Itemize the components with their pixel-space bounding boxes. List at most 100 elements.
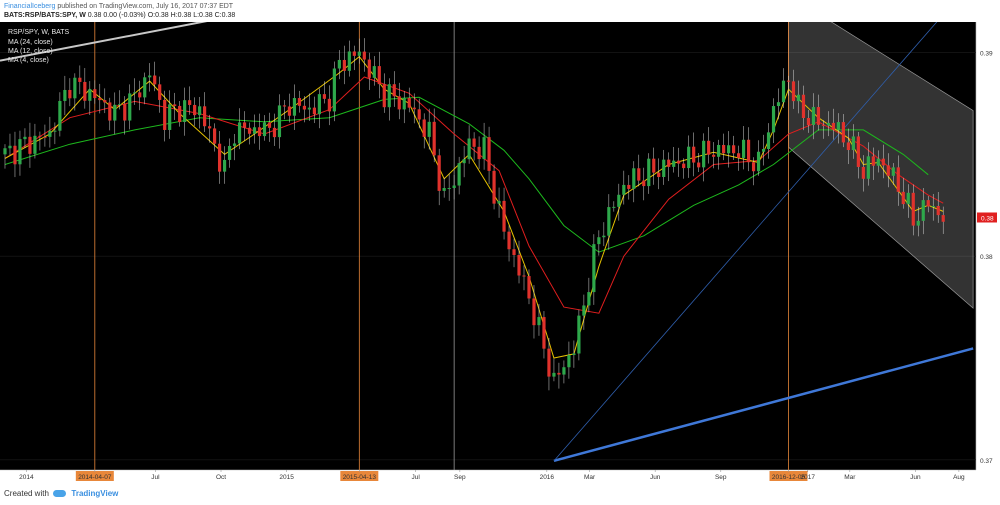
candle-body [637, 168, 641, 181]
symbol-quote-line: BATS:RSP/BATS:SPY, W 0.38 0.00 (-0.03%) … [4, 11, 235, 20]
candle-body [826, 122, 831, 126]
candle-body [517, 255, 521, 276]
candle-body [492, 170, 496, 204]
candle-body [881, 158, 885, 166]
x-tick-label: 2014 [19, 474, 34, 481]
candle-body [372, 66, 376, 78]
candle-body [896, 167, 900, 192]
candle-body [158, 84, 162, 100]
candle-body [173, 104, 177, 106]
candle-body [542, 317, 546, 349]
candle-body [198, 106, 202, 116]
candle-body [866, 156, 870, 179]
candle-body [103, 100, 107, 103]
candle-body [297, 98, 302, 106]
candle-body [477, 146, 481, 160]
candle-body [532, 298, 536, 326]
candle-body [377, 66, 381, 85]
candle-body [183, 100, 187, 123]
trendline-blue-support [553, 347, 974, 463]
candle-body [277, 105, 282, 138]
candle-body [232, 143, 237, 146]
candle-body [717, 144, 721, 157]
candle-body [322, 94, 326, 99]
x-tick-label: Jun [650, 474, 661, 481]
x-tick-label: 2015-04-13 [343, 474, 377, 481]
candle-body [502, 200, 506, 232]
candle-body [756, 151, 761, 172]
candle-body [317, 94, 321, 115]
candle-body [617, 194, 621, 207]
candle-body [28, 136, 32, 154]
candle-body [527, 276, 531, 299]
candle-body [811, 107, 816, 125]
candle-body [632, 168, 636, 189]
candle-body [766, 132, 771, 149]
candle-body [193, 104, 197, 116]
candle-body [352, 51, 356, 56]
candle-body [537, 317, 541, 326]
candle-body [342, 59, 346, 71]
candle-body [761, 148, 766, 152]
candle-body [851, 136, 855, 151]
candle-body [362, 51, 366, 60]
ohlc-quote: 0.38 0.00 (-0.03%) O:0.38 H:0.38 L:0.38 … [87, 12, 236, 19]
candle-body [846, 142, 850, 151]
price-axis [976, 22, 1000, 470]
candle-body [307, 107, 312, 110]
candle-body [407, 97, 411, 108]
candle-body [327, 98, 331, 112]
candle-body [292, 98, 297, 116]
candle-body [38, 135, 42, 137]
candle-body [732, 145, 736, 154]
chart-legend: RSP/SPY, W, BATS MA (24, close) MA (12, … [8, 29, 70, 64]
author-link[interactable]: FinancialIceberg [4, 3, 56, 10]
candle-body [921, 200, 925, 221]
candle-body [602, 235, 606, 238]
candle-body [282, 105, 287, 107]
candle-body [452, 185, 456, 188]
x-tick-label: Aug [953, 474, 965, 481]
x-tick-label: Sep [454, 474, 466, 481]
candle-body [83, 81, 87, 101]
candle-body [781, 80, 786, 103]
y-tick-label: 0.37 [980, 458, 993, 465]
candle-body [148, 75, 152, 78]
x-tick-label: 2017 [801, 474, 816, 481]
candle-body [88, 89, 92, 101]
candle-body [557, 372, 561, 375]
candle-body [627, 184, 631, 189]
candle-body [58, 100, 62, 131]
candle-body [8, 145, 12, 149]
candle-body [63, 89, 67, 101]
candle-body [432, 121, 436, 156]
candle-body [702, 140, 706, 168]
candle-body [93, 89, 97, 99]
y-tick-label: 0.38 [980, 254, 993, 261]
candle-body [123, 104, 127, 121]
price-chart-svg[interactable]: RSP/SPY, W, BATS MA (24, close) MA (12, … [0, 0, 1000, 483]
candle-body [786, 80, 791, 82]
candle-body [457, 163, 461, 186]
x-tick-label: Jul [411, 474, 420, 481]
x-tick-label: Oct [216, 474, 226, 481]
candle-body [272, 127, 277, 138]
candle-body [652, 158, 656, 173]
candle-body [722, 144, 726, 154]
candle-body [302, 105, 307, 110]
tradingview-link[interactable]: TradingView [71, 489, 119, 498]
candle-body [437, 155, 441, 191]
candle-body [707, 140, 711, 155]
x-tick-label: 2014-04-07 [78, 474, 112, 481]
candle-body [577, 315, 581, 354]
candle-body [831, 122, 836, 130]
candle-body [13, 145, 17, 165]
candle-body [257, 127, 262, 137]
ma-line [4, 96, 929, 253]
candle-body [836, 122, 841, 130]
date-highlight-badge [340, 471, 379, 481]
candle-body [597, 237, 601, 245]
candle-body [3, 148, 7, 155]
candle-body [592, 244, 596, 293]
chart-area[interactable]: RSP/SPY, W, BATS MA (24, close) MA (12, … [0, 0, 1000, 483]
